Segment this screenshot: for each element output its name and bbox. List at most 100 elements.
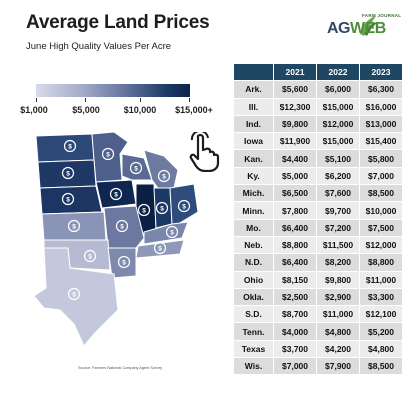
price-cell: $9,700 bbox=[316, 201, 360, 220]
price-cell: $4,000 bbox=[273, 322, 317, 341]
price-cell: $8,800 bbox=[359, 253, 403, 272]
dollar-marker-nd bbox=[63, 139, 77, 153]
price-cell: $12,100 bbox=[359, 305, 403, 324]
svg-text:$: $ bbox=[106, 151, 110, 158]
state-label: Texas bbox=[233, 339, 274, 359]
dollar-marker-sd bbox=[61, 166, 75, 180]
column-header: 2022 bbox=[316, 62, 360, 82]
price-cell: $6,400 bbox=[273, 253, 317, 272]
state-label: Neb. bbox=[233, 235, 274, 255]
svg-text:$: $ bbox=[88, 253, 92, 260]
table-header-row: 2021 2022 2023 bbox=[233, 62, 403, 82]
legend-label-1000: $1,000 bbox=[20, 105, 48, 115]
price-cell: $11,900 bbox=[273, 132, 317, 151]
price-cell: $4,200 bbox=[316, 339, 360, 359]
price-cell: $6,000 bbox=[316, 80, 360, 99]
price-cell: $9,800 bbox=[273, 114, 317, 134]
table-row: Minn. $7,800 $9,700 $10,000 bbox=[233, 201, 403, 220]
table-row: Ohio $8,150 $9,800 $11,000 bbox=[233, 270, 403, 289]
svg-text:$: $ bbox=[142, 207, 146, 214]
table-row: Neb. $8,800 $11,500 $12,000 bbox=[233, 235, 403, 255]
price-cell: $3,300 bbox=[359, 287, 403, 307]
column-header: 2021 bbox=[273, 62, 317, 82]
legend-label-5000: $5,000 bbox=[72, 105, 100, 115]
state-label: S.D. bbox=[233, 305, 274, 324]
legend-label-10000: $10,000 bbox=[123, 105, 157, 115]
dollar-marker-tx bbox=[67, 287, 81, 301]
legend-color-bar bbox=[36, 84, 190, 97]
agweb-logo bbox=[326, 14, 406, 40]
svg-text:$: $ bbox=[120, 223, 124, 230]
price-cell: $8,700 bbox=[273, 305, 317, 324]
map-state-tn bbox=[135, 239, 185, 259]
logo-farm-journal: FARM JOURNAL bbox=[362, 13, 402, 18]
map-state-tx bbox=[33, 247, 119, 347]
price-cell: $5,000 bbox=[273, 166, 317, 186]
svg-text:$: $ bbox=[162, 173, 166, 180]
table-row: Mich. $6,500 $7,600 $8,500 bbox=[233, 184, 403, 203]
price-cell: $7,500 bbox=[359, 218, 403, 237]
state-label: Ky. bbox=[233, 166, 274, 186]
source-note: Source: Farmers National Company Agent S… bbox=[78, 366, 163, 370]
price-cell: $12,300 bbox=[273, 97, 317, 116]
price-cell: $8,200 bbox=[316, 253, 360, 272]
state-label: Okla. bbox=[233, 287, 274, 307]
price-cell: $4,400 bbox=[273, 149, 317, 168]
price-cell: $5,600 bbox=[273, 80, 317, 99]
table-row: S.D. $8,700 $11,000 $12,100 bbox=[233, 305, 403, 324]
price-cell: $5,100 bbox=[316, 149, 360, 168]
state-label: Kan. bbox=[233, 149, 274, 168]
legend-tick bbox=[36, 98, 37, 102]
price-cell: $3,700 bbox=[273, 339, 317, 359]
logo-wordmark: AGWEB bbox=[327, 20, 386, 38]
price-table: 2021 2022 2023 Ark. $5,600 $6,000 $6,300 Ill… bbox=[233, 62, 403, 376]
price-cell: $4,800 bbox=[359, 339, 403, 359]
state-label: Iowa bbox=[233, 132, 274, 151]
price-cell: $2,900 bbox=[316, 287, 360, 307]
price-cell: $12,000 bbox=[316, 114, 360, 134]
svg-text:$: $ bbox=[72, 223, 76, 230]
page-subtitle: June High Quality Values Per Acre bbox=[26, 41, 172, 52]
price-cell: $7,000 bbox=[359, 166, 403, 186]
svg-text:$: $ bbox=[66, 170, 70, 177]
column-header: 2023 bbox=[359, 62, 403, 82]
legend-tick bbox=[189, 98, 190, 102]
table-body: Ark. $5,600 $6,000 $6,300 Ill. $12,300 $15,000… bbox=[233, 80, 403, 376]
state-label: Tenn. bbox=[233, 322, 274, 341]
dollar-marker-ne bbox=[61, 192, 75, 206]
price-cell: $15,400 bbox=[359, 132, 403, 151]
table-row: N.D. $6,400 $8,200 $8,800 bbox=[233, 253, 403, 272]
dollar-marker-ia bbox=[109, 187, 123, 201]
price-cell: $9,800 bbox=[316, 270, 360, 289]
price-cell: $4,800 bbox=[316, 322, 360, 341]
map-state-wi bbox=[121, 153, 153, 181]
price-cell: $6,500 bbox=[273, 184, 317, 203]
dollar-marker-wi bbox=[129, 161, 143, 175]
map-state-mi bbox=[143, 149, 179, 189]
price-cell: $15,000 bbox=[316, 132, 360, 151]
table-header-corner bbox=[233, 62, 274, 82]
dollar-marker-tn bbox=[153, 241, 167, 255]
map-state-ar bbox=[107, 247, 137, 279]
price-cell: $6,300 bbox=[359, 80, 403, 99]
price-cell: $5,800 bbox=[359, 149, 403, 168]
dollar-marker-mo bbox=[115, 219, 129, 233]
svg-text:$: $ bbox=[134, 165, 138, 172]
dollar-marker-oh bbox=[177, 199, 191, 213]
legend-tick bbox=[140, 98, 141, 102]
svg-text:$: $ bbox=[122, 259, 126, 266]
price-cell: $16,000 bbox=[359, 97, 403, 116]
price-cell: $6,400 bbox=[273, 218, 317, 237]
svg-text:$: $ bbox=[158, 245, 162, 252]
table-row: Iowa $11,900 $15,000 $15,400 bbox=[233, 132, 403, 151]
price-cell: $6,200 bbox=[316, 166, 360, 186]
price-cell: $7,600 bbox=[316, 184, 360, 203]
table-row: Ind. $9,800 $12,000 $13,000 bbox=[233, 114, 403, 134]
table-row: Ill. $12,300 $15,000 $16,000 bbox=[233, 97, 403, 116]
state-label: Wis. bbox=[233, 357, 274, 376]
price-cell: $2,500 bbox=[273, 287, 317, 307]
page-title: Average Land Prices bbox=[26, 12, 210, 33]
price-cell: $13,000 bbox=[359, 114, 403, 134]
svg-text:$: $ bbox=[170, 229, 174, 236]
logo-ag: AG bbox=[327, 20, 351, 37]
